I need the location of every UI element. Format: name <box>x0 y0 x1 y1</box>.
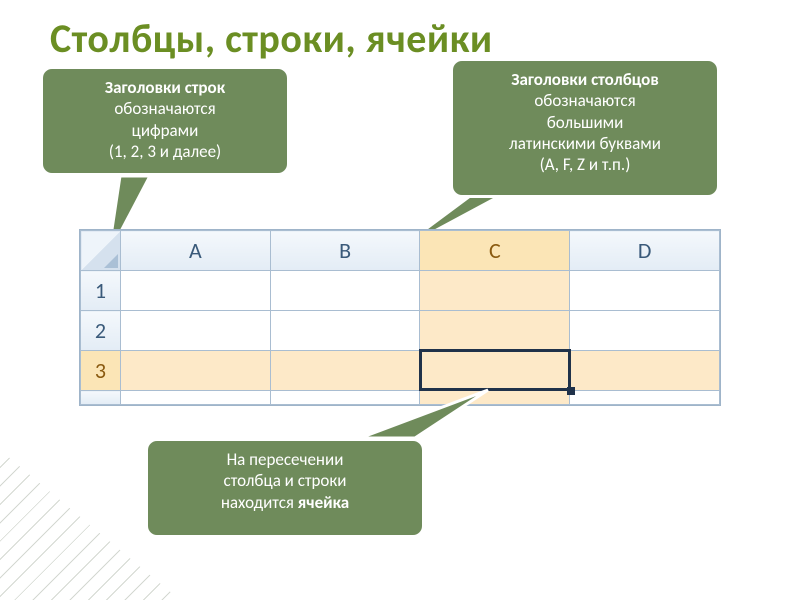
row-header[interactable] <box>81 391 121 405</box>
callout-line: столбца и строки <box>158 470 412 491</box>
table-row <box>81 391 720 405</box>
page-title: Столбцы, строки, ячейки <box>50 14 493 63</box>
spreadsheet-table: ABCD 123 <box>80 230 720 405</box>
row-header[interactable]: 1 <box>81 271 121 311</box>
callout-rows-body: обозначаютсяцифрами(1, 2, 3 и далее) <box>53 98 277 162</box>
column-header[interactable]: B <box>270 231 420 271</box>
table-row: 3 <box>81 351 720 391</box>
slide: Столбцы, строки, ячейки Заголовки строк … <box>0 0 800 600</box>
cell[interactable] <box>270 271 420 311</box>
cell[interactable] <box>570 271 720 311</box>
callout-line: обозначаются <box>463 90 707 111</box>
cell[interactable] <box>270 351 420 391</box>
cell[interactable] <box>570 311 720 351</box>
column-header-row: ABCD <box>81 231 720 271</box>
callout-cols-head: Заголовки столбцов <box>463 69 707 90</box>
callout-rows-head: Заголовки строк <box>53 77 277 98</box>
cell[interactable] <box>570 391 720 405</box>
callout-cols-body: обозначаютсябольшимилатинскими буквами(A… <box>463 90 707 175</box>
callout-line: (A, F, Z и т.п.) <box>463 154 707 175</box>
cell[interactable] <box>570 351 720 391</box>
cell[interactable] <box>270 391 420 405</box>
callout-cell-body: На пересечениистолбца и строкинаходится … <box>158 449 412 513</box>
cell[interactable] <box>120 271 270 311</box>
table-row: 1 <box>81 271 720 311</box>
callout-cols: Заголовки столбцов обозначаютсябольшимил… <box>450 58 720 198</box>
callout-line: большими <box>463 112 707 133</box>
cell[interactable] <box>120 391 270 405</box>
callout-rows: Заголовки строк обозначаютсяцифрами(1, 2… <box>40 66 290 176</box>
callout-line: обозначаются <box>53 98 277 119</box>
callout-line: латинскими буквами <box>463 133 707 154</box>
callout-line: находится ячейка <box>158 492 412 513</box>
spreadsheet-body: 123 <box>81 271 720 405</box>
cell[interactable] <box>420 311 570 351</box>
cell[interactable] <box>120 311 270 351</box>
column-header[interactable]: D <box>570 231 720 271</box>
callout-line: цифрами <box>53 120 277 141</box>
cell[interactable] <box>420 391 570 405</box>
cell[interactable] <box>270 311 420 351</box>
column-header[interactable]: A <box>120 231 270 271</box>
callout-line: На пересечении <box>158 449 412 470</box>
fill-handle[interactable] <box>567 387 575 395</box>
callout-line: (1, 2, 3 и далее) <box>53 141 277 162</box>
row-header[interactable]: 3 <box>81 351 121 391</box>
select-all-corner[interactable] <box>81 231 121 271</box>
table-row: 2 <box>81 311 720 351</box>
column-header[interactable]: C <box>420 231 570 271</box>
cell[interactable] <box>420 271 570 311</box>
cell[interactable] <box>120 351 270 391</box>
callout-cell: На пересечениистолбца и строкинаходится … <box>145 438 425 538</box>
row-header[interactable]: 2 <box>81 311 121 351</box>
cell[interactable] <box>420 351 570 391</box>
spreadsheet: ABCD 123 <box>80 230 720 405</box>
